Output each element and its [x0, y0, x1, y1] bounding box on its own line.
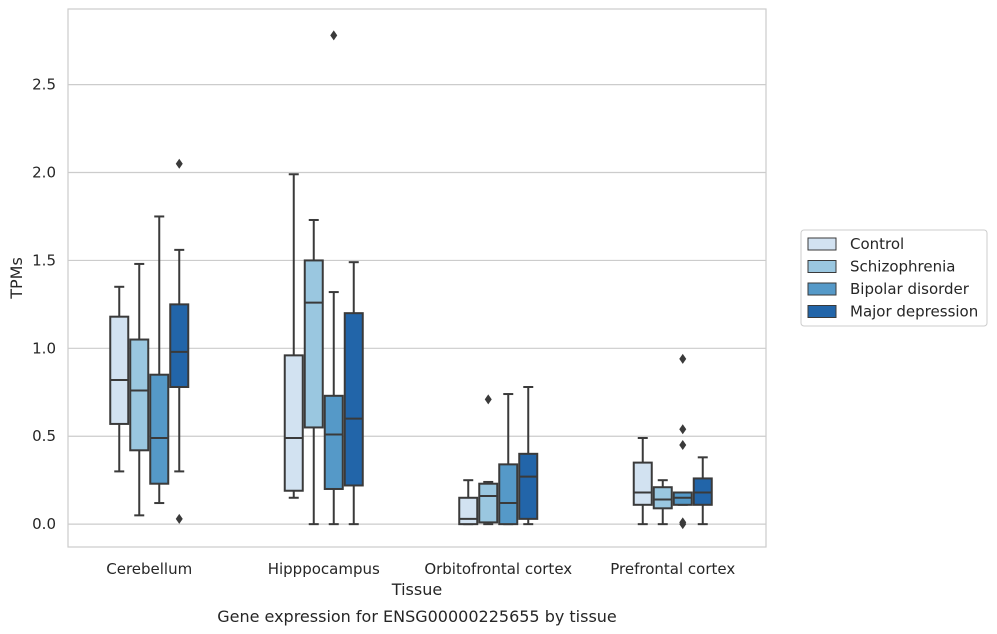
- legend-swatch: [807, 237, 837, 251]
- y-tick-label: 0.0: [32, 515, 56, 533]
- y-tick-label: 2.5: [32, 76, 56, 94]
- box-control: [632, 436, 653, 526]
- legend-label: Schizophrenia: [850, 258, 955, 276]
- box-body: [169, 303, 190, 389]
- legend-swatch: [807, 305, 837, 318]
- box-body: [283, 354, 304, 492]
- x-tick-label: Prefrontal cortex: [610, 560, 735, 578]
- outlier-point: [679, 424, 687, 435]
- box-body: [343, 312, 364, 487]
- box-body: [129, 338, 150, 452]
- legend-label: Major depression: [850, 303, 978, 321]
- box-control: [458, 479, 479, 526]
- box-body: [458, 496, 479, 526]
- y-tick-label: 2.0: [32, 164, 56, 182]
- box-control: [109, 285, 130, 473]
- outlier-point: [484, 394, 492, 405]
- box-major-depression: [518, 386, 539, 526]
- box-body: [303, 259, 324, 429]
- x-axis-ticks: Cerebellum Hipppocampus Orbitofrontal cort…: [106, 560, 735, 578]
- outlier-point: [175, 513, 183, 524]
- y-axis-label: TPMs: [7, 257, 26, 300]
- x-axis-label: Tissue: [391, 580, 442, 599]
- box-body: [149, 373, 170, 485]
- box-control: [283, 173, 304, 499]
- y-tick-label: 1.0: [32, 339, 56, 357]
- x-tick-label: Cerebellum: [106, 560, 192, 578]
- box-schizophrenia: [129, 262, 150, 517]
- box-major-depression: [169, 158, 190, 524]
- box-body: [632, 461, 653, 506]
- legend-swatch: [807, 260, 837, 273]
- box-major-depression: [343, 261, 364, 526]
- legend-label: Bipolar disorder: [850, 280, 970, 298]
- box-major-depression: [692, 456, 713, 526]
- box-body: [498, 463, 519, 526]
- legend-swatch: [807, 282, 837, 296]
- y-tick-label: 0.5: [32, 427, 56, 445]
- box-schizophrenia: [478, 394, 499, 526]
- legend-frame: [800, 229, 988, 327]
- box-body: [518, 452, 539, 520]
- chart-caption: Gene expression for ENSG00000225655 by t…: [217, 607, 617, 626]
- outlier-point: [175, 158, 183, 169]
- box-body: [109, 315, 130, 425]
- y-tick-label: 1.5: [32, 251, 56, 269]
- box-bipolar-disorder: [672, 353, 693, 530]
- x-tick-label: Hipppocampus: [268, 560, 380, 578]
- outlier-point: [679, 517, 687, 528]
- box-schizophrenia: [303, 218, 324, 526]
- box-bipolar-disorder: [149, 215, 170, 505]
- legend: Control Schizophrenia Bipolar disorder Majo…: [800, 229, 988, 327]
- box-body: [323, 394, 344, 490]
- legend-label: Control: [850, 235, 904, 253]
- box-bipolar-disorder: [323, 30, 344, 526]
- box-body: [652, 486, 673, 510]
- outlier-point: [679, 440, 687, 451]
- y-axis-ticks: 0.0 0.5 1.0 1.5 2.0 2.5: [32, 76, 56, 534]
- outlier-point: [330, 30, 338, 41]
- box-body: [478, 482, 499, 524]
- boxes-layer: [109, 30, 713, 530]
- x-tick-label: Orbitofrontal cortex: [424, 560, 572, 578]
- box-schizophrenia: [652, 479, 673, 526]
- plot-area: [67, 8, 767, 548]
- box-bipolar-disorder: [498, 393, 519, 526]
- outlier-point: [679, 353, 687, 364]
